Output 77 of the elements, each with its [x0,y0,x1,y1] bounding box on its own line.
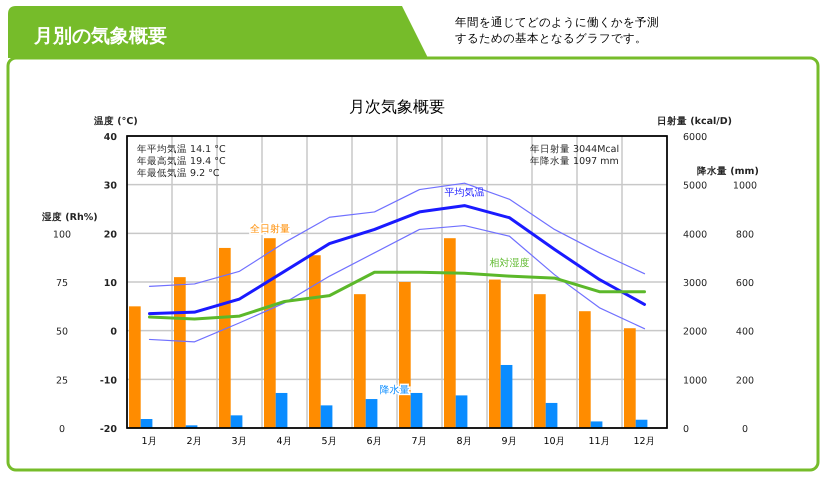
bar [590,421,602,428]
bar [276,392,288,428]
x-tick-label: 2月 [186,436,203,447]
y2-tick-label: 2000 [683,326,708,338]
bar [636,420,648,428]
y-axis-title: 温度 (°C) [93,115,138,127]
y2-tick-label: 1000 [683,375,708,386]
x-tick-label: 1月 [141,436,158,447]
y-tick-label: 50 [56,326,68,338]
bar [410,392,422,428]
x-tick-label: 12月 [633,436,656,447]
y-tick-label: 75 [56,278,68,289]
y3-tick-label: 600 [736,278,754,289]
bar [444,238,456,428]
bar [546,402,558,428]
y3-tick-label: 800 [736,229,754,240]
x-tick-label: 7月 [411,436,428,447]
x-tick-label: 10月 [543,436,566,447]
bar [624,328,636,428]
bar [320,405,332,428]
y3-tick-label: 400 [736,326,754,338]
chart-title: 月次気象概要 [349,97,445,116]
bar [399,282,411,428]
series-label: 相対湿度 [490,257,530,270]
bar [230,415,242,428]
y3-tick-label: 0 [742,424,748,435]
series-label: 全日射量 [250,223,290,236]
y3-tick-label: 200 [736,375,754,386]
y-tick-label: 0 [58,424,66,435]
line-series [148,204,646,316]
annotation: 年最低気温 9.2 °C [137,167,220,179]
bar [366,399,378,428]
bar [219,248,231,428]
bar [174,277,186,428]
line-series [148,224,646,342]
y-tick-label: 20 [104,229,118,240]
y-tick-label: 0 [110,326,118,338]
y2-tick-label: 4000 [683,229,708,240]
x-tick-label: 3月 [231,436,248,447]
x-tick-label: 11月 [588,436,611,447]
x-tick-label: 6月 [366,436,383,447]
bar [534,294,546,428]
y-tick-label: 100 [52,229,72,240]
line-series [148,182,646,287]
y-axis-title: 湿度 (Rh%) [41,211,98,223]
x-tick-label: 5月 [321,436,338,447]
bar [579,311,591,428]
x-tick-label: 9月 [501,436,518,447]
y-tick-label: 10 [104,278,118,289]
bar [489,280,501,428]
bar [309,255,321,428]
text: 年間を通じてどのように働くかを予測するための基本となるグラフです。 [455,15,659,45]
y2-tick-label: 6000 [683,132,708,143]
bar [140,418,152,428]
x-tick-label: 4月 [276,436,293,447]
annotation: 年平均気温 14.1 °C [137,143,226,155]
y3-tick-label: 1000 [732,180,758,192]
annotation: 年降水量 1097 mm [530,155,619,167]
y-tick-label: 25 [56,375,68,386]
y2-tick-label: 3000 [683,278,708,289]
y3-axis-title: 降水量 (mm) [697,165,759,177]
y-tick-label: 40 [104,132,118,143]
y-tick-label: -20 [100,424,118,435]
annotation: 年最高気温 19.4 °C [137,155,226,167]
bar [264,238,276,428]
x-tick-label: 8月 [456,436,473,447]
chart-subtitle: 月別の気象概要 [33,25,167,47]
y2-tick-label: 5000 [683,180,708,192]
series-label: 平均気温 [444,186,484,199]
y-tick-label: -10 [100,375,118,386]
bar [354,294,366,428]
bar [129,306,141,428]
y2-axis-title: 日射量 (kcal/D) [657,115,732,127]
annotation: 年日射量 3044Mcal [530,143,620,155]
y-tick-label: 30 [104,180,118,192]
y2-tick-label: 0 [683,424,690,435]
bar [456,395,468,428]
